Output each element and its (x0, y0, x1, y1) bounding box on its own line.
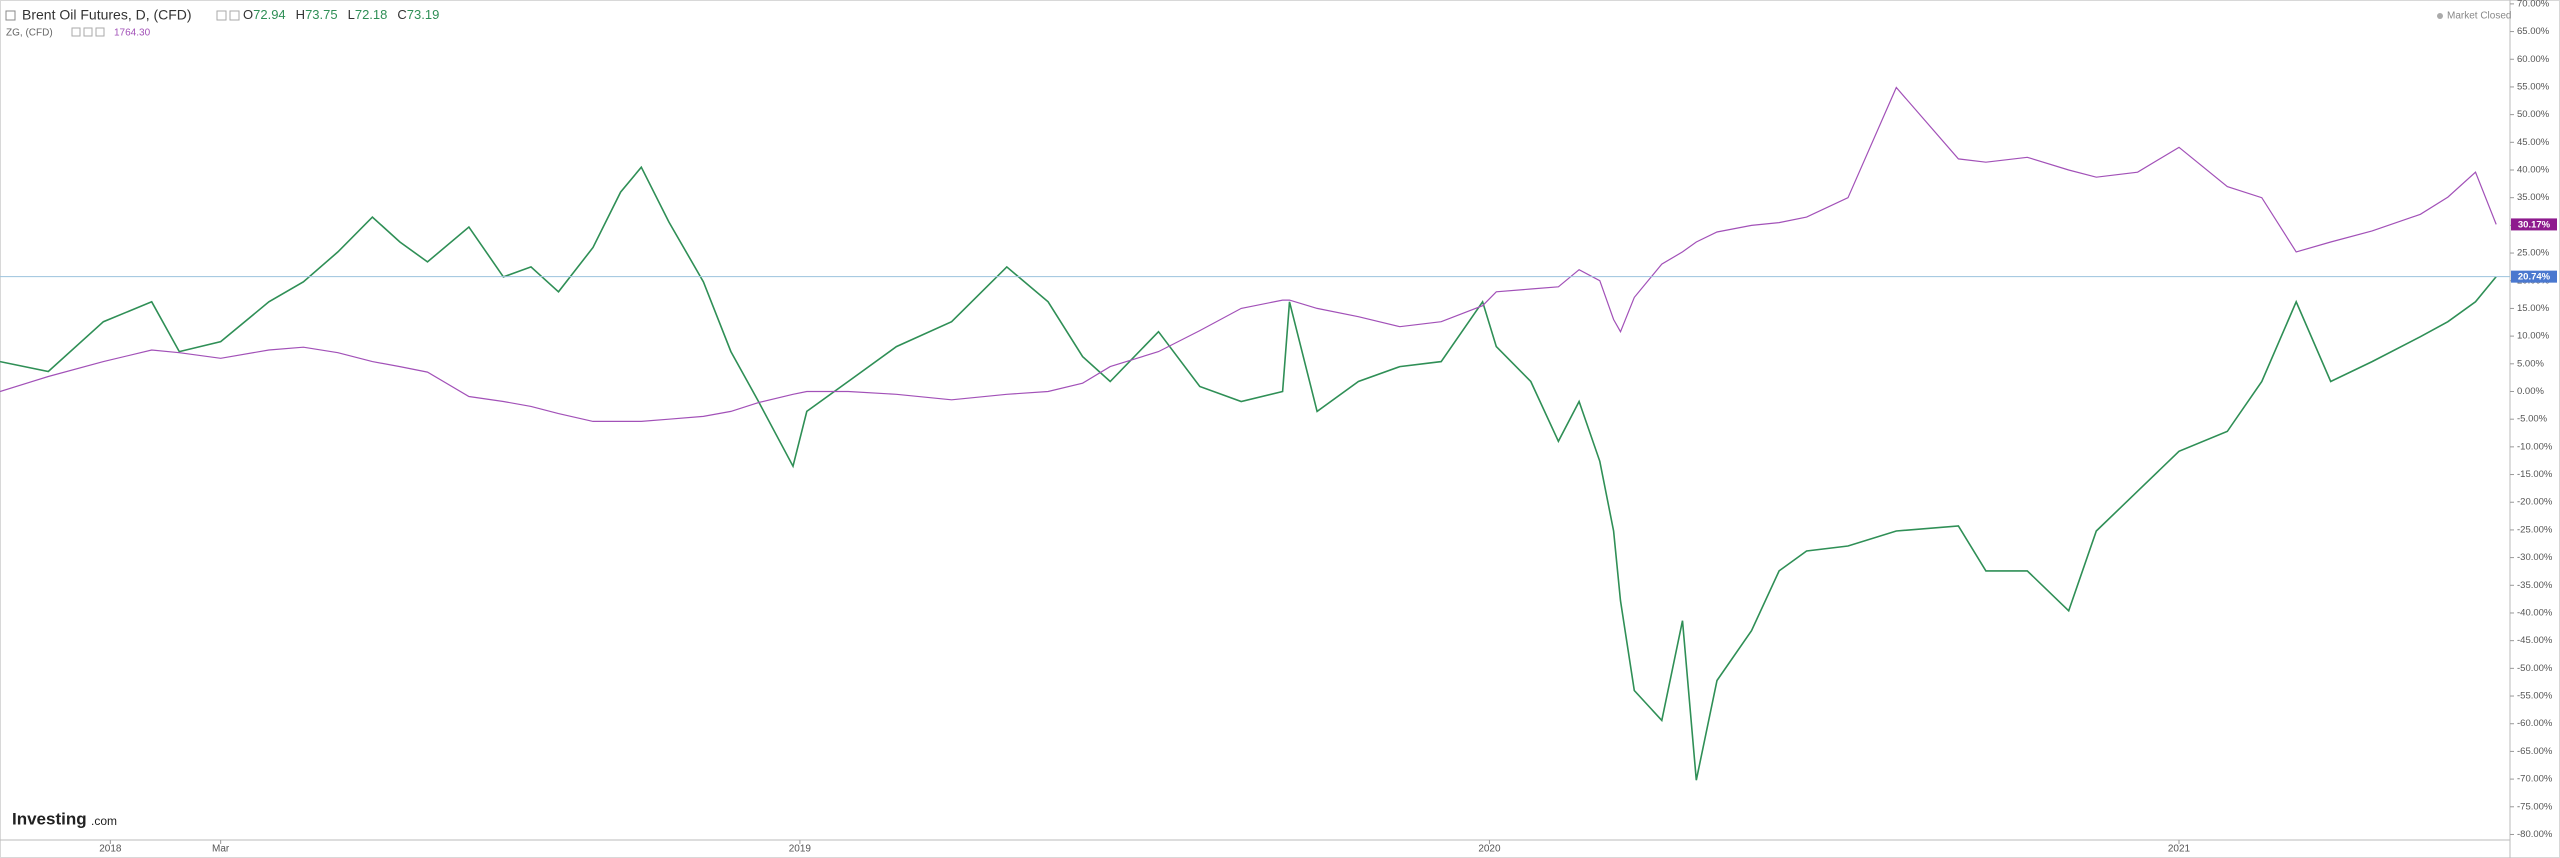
settings-icon[interactable] (216, 10, 227, 21)
y-tick-label: -65.00% (2517, 746, 2553, 757)
y-tick-label: 0.00% (2517, 386, 2544, 397)
y-tick-label: 40.00% (2517, 165, 2550, 176)
value-marker-label: 20.74% (2518, 272, 2551, 283)
x-tick-label: 2019 (789, 844, 812, 855)
y-tick-label: -15.00% (2517, 469, 2553, 480)
logo: Investing (12, 809, 87, 828)
y-tick-label: 5.00% (2517, 358, 2544, 369)
ohlc-label: L (348, 7, 355, 22)
y-tick-label: -50.00% (2517, 663, 2553, 674)
series-title: Brent Oil Futures, D, (CFD) (22, 7, 192, 23)
hide-icon[interactable] (83, 27, 93, 37)
y-tick-label: -35.00% (2517, 580, 2553, 591)
y-tick-label: -10.00% (2517, 441, 2553, 452)
logo-suffix: .com (91, 814, 117, 828)
y-tick-label: 45.00% (2517, 137, 2550, 148)
y-tick-label: -55.00% (2517, 691, 2553, 702)
y-tick-label: 25.00% (2517, 248, 2550, 259)
y-tick-label: 70.00% (2517, 0, 2550, 9)
ohlc-label: C (397, 7, 406, 22)
y-tick-label: -25.00% (2517, 524, 2553, 535)
market-status: Market Closed (2447, 11, 2511, 22)
ohlc-label: H (296, 7, 305, 22)
hide-icon[interactable] (229, 10, 240, 21)
overlay-name: ZG, (CFD) (6, 28, 53, 39)
y-tick-label: -30.00% (2517, 552, 2553, 563)
remove-icon[interactable] (95, 27, 105, 37)
value-marker (2511, 218, 2557, 231)
y-tick-label: 60.00% (2517, 54, 2550, 65)
ohlc-value: 72.18 (355, 7, 388, 22)
ohlc-value: 73.75 (305, 7, 338, 22)
settings-icon[interactable] (71, 27, 81, 37)
ohlc: O72.94 H73.75 L72.18 C73.19 (243, 7, 439, 22)
y-tick-label: -45.00% (2517, 635, 2553, 646)
value-marker-label: 30.17% (2518, 219, 2551, 230)
ohlc-value: 73.19 (407, 7, 440, 22)
y-tick-label: 15.00% (2517, 303, 2550, 314)
y-tick-label: 10.00% (2517, 331, 2550, 342)
y-tick-label: 55.00% (2517, 81, 2550, 92)
y-tick-label: 65.00% (2517, 26, 2550, 37)
y-tick-label: -60.00% (2517, 718, 2553, 729)
x-tick-label: 2018 (99, 844, 122, 855)
y-tick-label: -70.00% (2517, 774, 2553, 785)
x-tick-label: Mar (212, 844, 230, 855)
x-tick-label: 2021 (2168, 844, 2191, 855)
y-tick-label: 35.00% (2517, 192, 2550, 203)
ohlc-label: O (243, 7, 253, 22)
ohlc-value: 72.94 (253, 7, 286, 22)
y-tick-label: -20.00% (2517, 497, 2553, 508)
status-dot (2437, 13, 2443, 19)
x-tick-label: 2020 (1478, 844, 1501, 855)
y-tick-label: -40.00% (2517, 607, 2553, 618)
value-marker (2511, 270, 2557, 283)
y-tick-label: -5.00% (2517, 414, 2548, 425)
series-line (0, 165, 2497, 781)
series-line (0, 86, 2497, 422)
y-tick-label: -80.00% (2517, 829, 2553, 840)
y-tick-label: -75.00% (2517, 801, 2553, 812)
y-tick-label: 50.00% (2517, 109, 2550, 120)
overlay-value: 1764.30 (114, 28, 151, 39)
collapse-icon[interactable] (5, 10, 16, 21)
